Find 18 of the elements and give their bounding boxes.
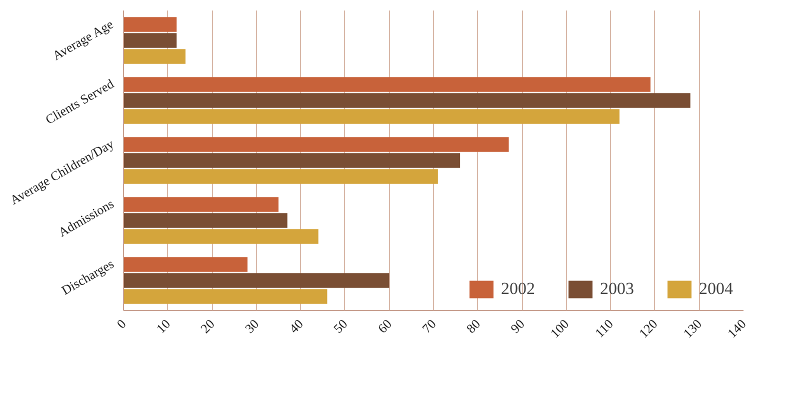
x-tick-label: 50 bbox=[330, 316, 350, 336]
x-tick-label: 0 bbox=[114, 316, 129, 332]
legend-label: 2002 bbox=[501, 279, 535, 299]
x-tick-label: 20 bbox=[198, 316, 218, 336]
x-tick-label: 80 bbox=[463, 316, 484, 336]
x-tick-label: 110 bbox=[592, 316, 616, 340]
x-tick-label: 70 bbox=[419, 316, 439, 336]
x-tick-label: 60 bbox=[374, 316, 395, 336]
x-tick-label: 30 bbox=[242, 316, 262, 336]
x-tick-label: 40 bbox=[286, 316, 306, 336]
x-tick-label: 10 bbox=[153, 316, 174, 336]
legend-label: 2004 bbox=[699, 279, 733, 299]
x-tick-label: 90 bbox=[508, 316, 528, 336]
legend-label: 2003 bbox=[600, 279, 634, 299]
x-tick-label: 120 bbox=[636, 316, 660, 341]
x-tick-label: 100 bbox=[547, 316, 572, 341]
x-tick-label: 130 bbox=[680, 316, 705, 341]
x-tick-label: 140 bbox=[724, 316, 749, 341]
